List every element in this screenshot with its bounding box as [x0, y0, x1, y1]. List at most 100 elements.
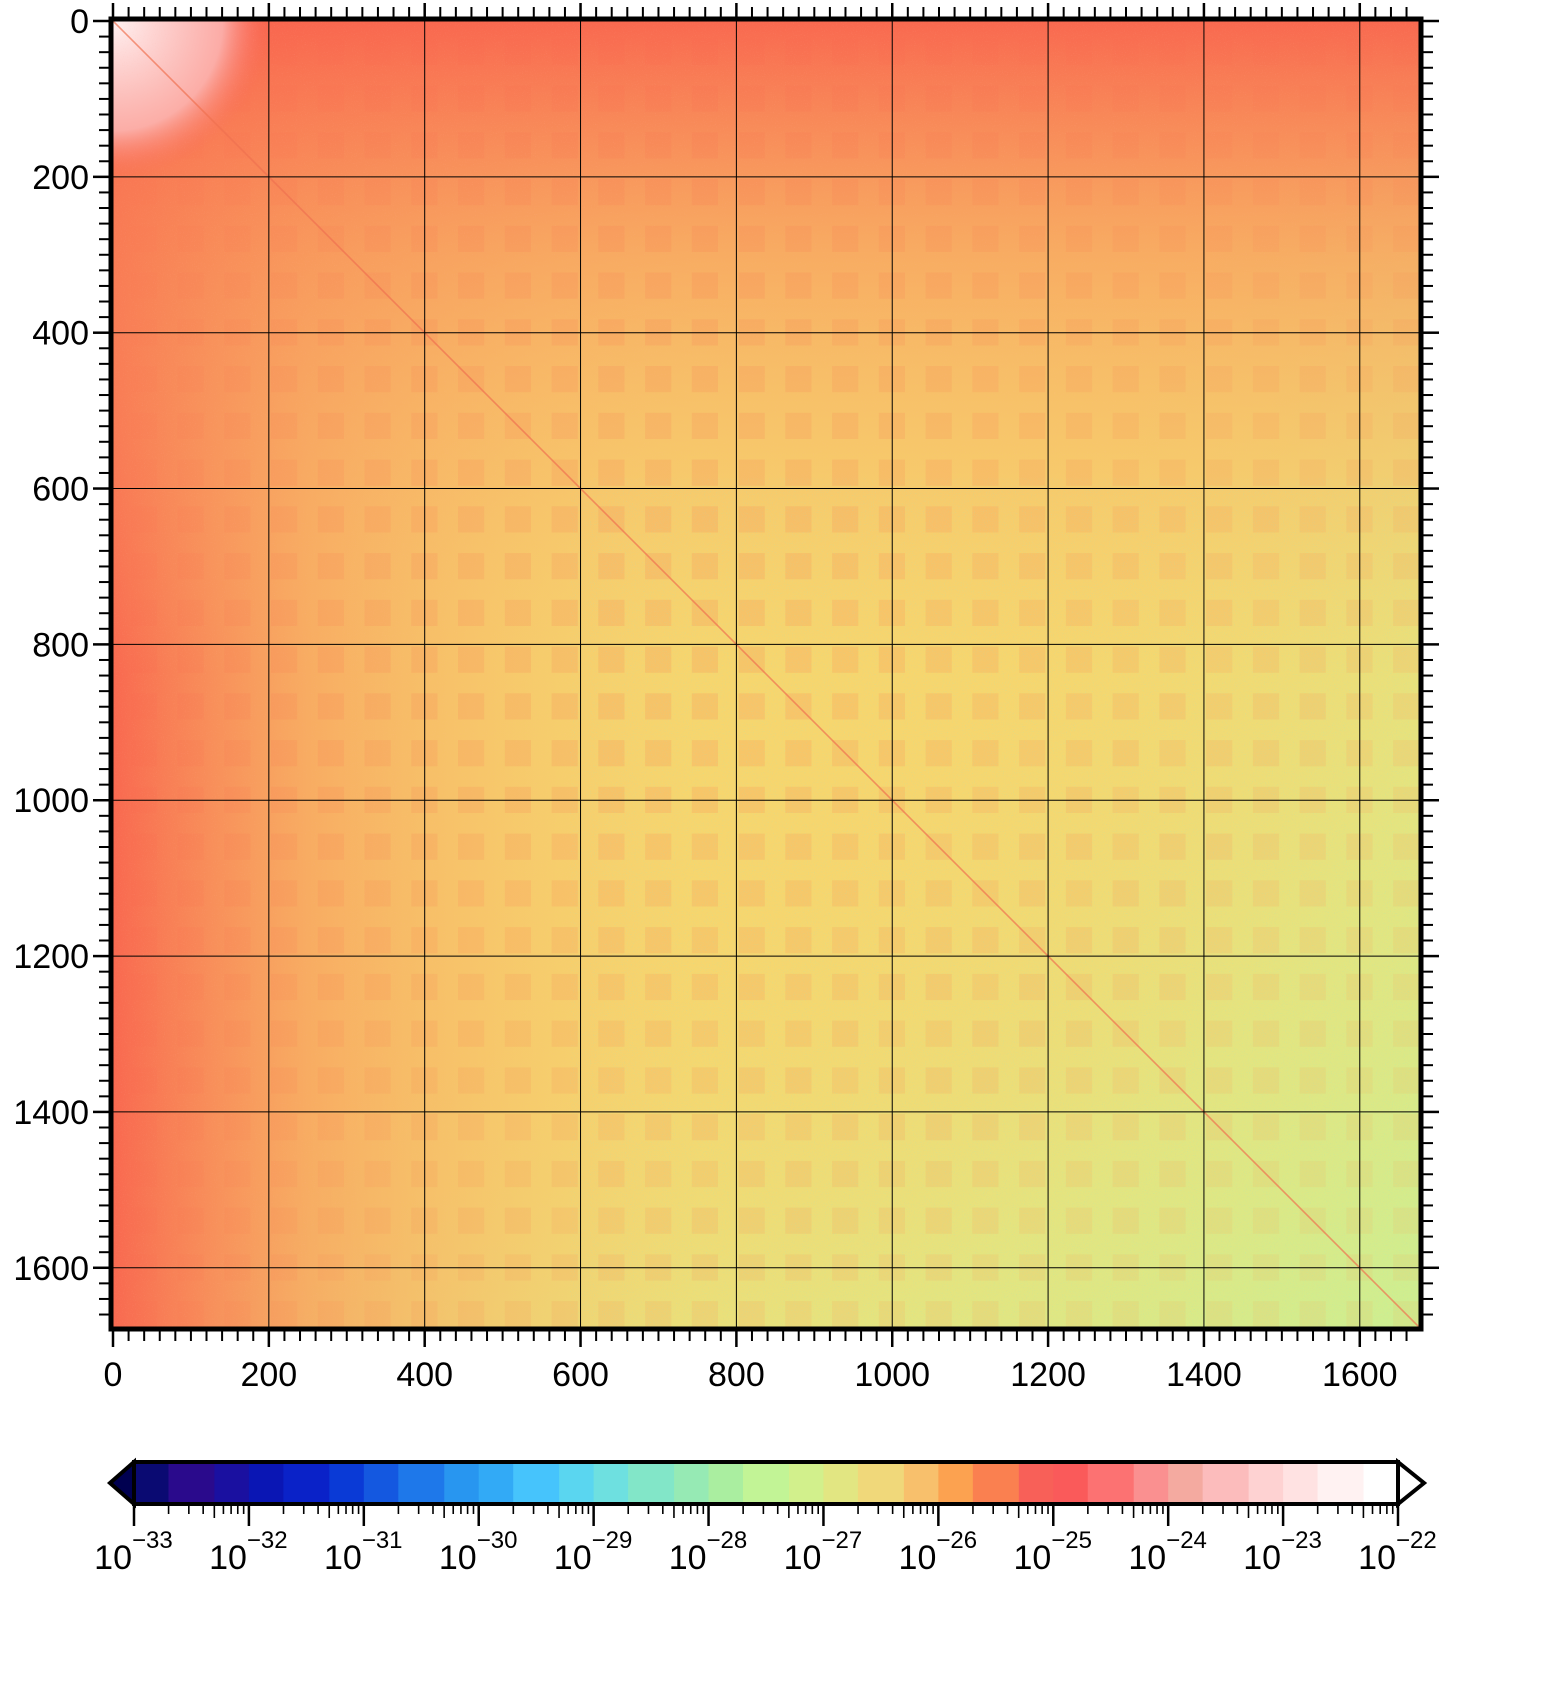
- colorbar-segment: [513, 1462, 560, 1504]
- colorbar-tick-label: 10 −23: [1243, 1527, 1322, 1577]
- colorbar-tick-exponent: −23: [1281, 1527, 1322, 1554]
- y-tick-label: 1600: [13, 1250, 89, 1288]
- colorbar-tick-base: 10: [324, 1539, 362, 1577]
- x-tick-label: 1600: [1322, 1356, 1398, 1394]
- y-tick-label: 400: [32, 315, 89, 353]
- colorbar-tick-label: 10 −32: [209, 1527, 288, 1577]
- x-tick-label: 200: [240, 1356, 297, 1394]
- colorbar-segment: [1168, 1462, 1204, 1504]
- colorbar-tick-label: 10 −26: [899, 1527, 978, 1577]
- colorbar-tick-label: 10 −30: [439, 1527, 518, 1577]
- colorbar-segment: [134, 1462, 170, 1504]
- colorbar-segment: [1087, 1462, 1135, 1504]
- colorbar-tick-exponent: −29: [592, 1527, 633, 1554]
- colorbar-segment: [214, 1462, 250, 1504]
- colorbar-tick-base: 10: [669, 1539, 707, 1577]
- colorbar-segment: [743, 1462, 790, 1504]
- colorbar-segment: [1363, 1462, 1399, 1504]
- x-tick-label: 0: [104, 1356, 123, 1394]
- colorbar-tick-label: 10 −22: [1358, 1527, 1437, 1577]
- minor-ticks: [99, 7, 1433, 1341]
- colorbar-tick-label: 10 −25: [1013, 1527, 1092, 1577]
- colorbar-segment: [972, 1462, 1020, 1504]
- grid-lines: [113, 21, 1419, 1327]
- colorbar-segment: [1018, 1462, 1054, 1504]
- colorbar-tick-label: 10 −29: [554, 1527, 633, 1577]
- colorbar-segment: [708, 1462, 744, 1504]
- colorbar-tick-base: 10: [1013, 1539, 1051, 1577]
- y-tick-label: 1400: [13, 1094, 89, 1132]
- x-tick-label: 600: [552, 1356, 609, 1394]
- colorbar-frame: [132, 1460, 1400, 1506]
- colorbar-tick-label: 10 −31: [324, 1527, 403, 1577]
- colorbar-tick-base: 10: [94, 1539, 132, 1577]
- y-tick-label: 1000: [13, 782, 89, 820]
- colorbar-tick-base: 10: [1243, 1539, 1281, 1577]
- colorbar-segment: [283, 1462, 330, 1504]
- colorbar-tick-exponent: −31: [362, 1527, 403, 1554]
- colorbar-tick-base: 10: [439, 1539, 477, 1577]
- colorbar-tick-exponent: −28: [707, 1527, 748, 1554]
- colorbar-tick-exponent: −32: [247, 1527, 288, 1554]
- colorbar-tick-exponent: −30: [477, 1527, 518, 1554]
- colorbar-segment: [628, 1462, 675, 1504]
- x-tick-label: 1000: [854, 1356, 930, 1394]
- y-tick-label: 200: [32, 159, 89, 197]
- colorbar-segment: [248, 1462, 284, 1504]
- colorbar-tick-label: 10 −24: [1128, 1527, 1207, 1577]
- colorbar-tick-label: 10 −33: [94, 1527, 173, 1577]
- colorbar-segment: [788, 1462, 825, 1504]
- colorbar-segment: [938, 1462, 974, 1504]
- x-tick-label: 1400: [1166, 1356, 1242, 1394]
- x-tick-label: 1200: [1010, 1356, 1086, 1394]
- x-tick-label: 400: [396, 1356, 453, 1394]
- colorbar-segment: [1202, 1462, 1250, 1504]
- colorbar-segment: [903, 1462, 939, 1504]
- x-tick-label: 800: [708, 1356, 765, 1394]
- colorbar-tick-base: 10: [899, 1539, 937, 1577]
- colorbar-high-extension: [1396, 1457, 1428, 1509]
- colorbar: 10 −33 10 −32 10 −31 10 −30 10 −29 10 −28 10 −27 10 −26…: [94, 1457, 1437, 1577]
- colorbar-tick-exponent: −27: [821, 1527, 862, 1554]
- colorbar-segment: [478, 1462, 514, 1504]
- colorbar-segment: [329, 1462, 365, 1504]
- y-tick-label: 600: [32, 471, 89, 509]
- colorbar-tick-exponent: −22: [1396, 1527, 1437, 1554]
- colorbar-segment: [593, 1462, 629, 1504]
- colorbar-tick-exponent: −26: [936, 1527, 977, 1554]
- colorbar-segment: [1248, 1462, 1284, 1504]
- colorbar-segment: [168, 1462, 216, 1504]
- axes: 0 200 400 600 800 1000 1200 1400 1600 0 200 400 600 8…: [13, 3, 1439, 1394]
- colorbar-tick-exponent: −33: [132, 1527, 173, 1554]
- plot-frame: [108, 16, 1424, 1332]
- colorbar-tick-base: 10: [784, 1539, 822, 1577]
- colorbar-tick-base: 10: [554, 1539, 592, 1577]
- colorbar-segment: [1053, 1462, 1089, 1504]
- colorbar-segment: [363, 1462, 399, 1504]
- colorbar-segment: [398, 1462, 445, 1504]
- colorbar-segment: [1317, 1462, 1365, 1504]
- colorbar-segment: [1283, 1462, 1319, 1504]
- colorbar-low-extension: [106, 1457, 136, 1509]
- colorbar-tick-label: 10 −27: [784, 1527, 863, 1577]
- heatmap-diagonal: [113, 21, 1419, 1327]
- colorbar-tick-base: 10: [1128, 1539, 1166, 1577]
- colorbar-ticks: [132, 1504, 1400, 1526]
- colorbar-segment: [857, 1462, 905, 1504]
- colorbar-tick-exponent: −24: [1166, 1527, 1207, 1554]
- colorbar-tick-label: 10 −28: [669, 1527, 748, 1577]
- colorbar-segment: [559, 1462, 595, 1504]
- colorbar-tick-exponent: −25: [1051, 1527, 1092, 1554]
- y-tick-label: 0: [70, 3, 89, 41]
- colorbar-segment: [823, 1462, 859, 1504]
- colorbar-segment: [1133, 1462, 1169, 1504]
- colorbar-tick-base: 10: [209, 1539, 247, 1577]
- y-tick-label: 1200: [13, 938, 89, 976]
- colorbar-tick-base: 10: [1358, 1539, 1396, 1577]
- colorbar-segment: [674, 1462, 710, 1504]
- colorbar-segment: [444, 1462, 480, 1504]
- y-tick-label: 800: [32, 626, 89, 664]
- heatmap-area: [113, 21, 1419, 1327]
